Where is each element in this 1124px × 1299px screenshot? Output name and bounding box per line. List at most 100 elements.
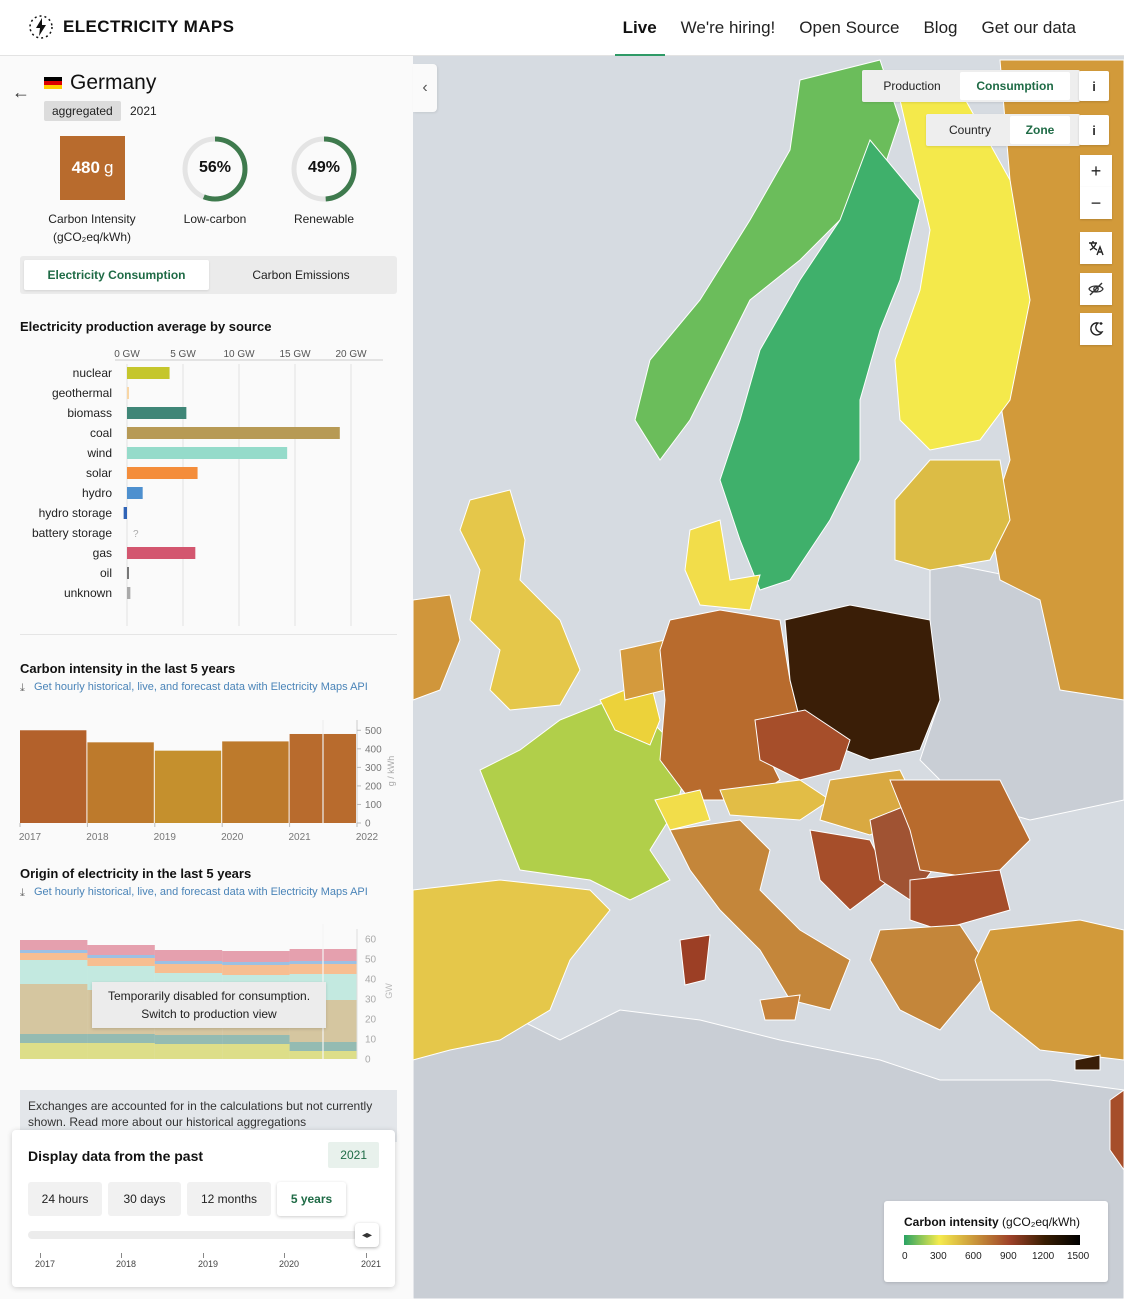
x-tick-label: 20 GW	[335, 349, 367, 360]
y-tick-label: 400	[365, 744, 382, 755]
category-label: geothermal	[52, 386, 112, 400]
zoom-in-button[interactable]: +	[1080, 155, 1112, 187]
info-icon[interactable]: i	[1079, 115, 1109, 145]
x-tick-label: 10 GW	[223, 349, 255, 360]
zone-details-panel: ← Germany aggregated 2021 480 g Carbon In…	[0, 56, 413, 1299]
nav-open-source[interactable]: Open Source	[799, 18, 900, 37]
minus-icon: −	[1090, 192, 1102, 213]
y-tick-label: 20	[365, 1015, 377, 1026]
tab-electricity-consumption[interactable]: Electricity Consumption	[24, 260, 209, 290]
period-24-hours[interactable]: 24 hours	[28, 1182, 102, 1216]
tick-mark	[366, 1253, 367, 1258]
period-12-months[interactable]: 12 months	[187, 1182, 271, 1216]
x-tick-label: 2019	[154, 832, 177, 843]
period-30-days[interactable]: 30 days	[108, 1182, 181, 1216]
y-tick-label: 500	[365, 726, 382, 737]
tick-mark	[284, 1253, 285, 1258]
moon-icon	[1090, 322, 1104, 336]
zone-year: 2021	[130, 104, 157, 118]
y-tick-label: 100	[365, 800, 382, 811]
year-tick: 2020	[278, 1259, 300, 1269]
category-label: nuclear	[73, 366, 112, 380]
tab-carbon-emissions[interactable]: Carbon Emissions	[252, 268, 350, 282]
year-tick: 2018	[115, 1259, 137, 1269]
nav-live[interactable]: Live	[614, 0, 665, 56]
carbon-intensity-legend: Carbon intensity (gCO₂eq/kWh) 0 300 600 …	[884, 1201, 1108, 1282]
nav-hiring[interactable]: We're hiring!	[680, 18, 776, 37]
nav-get-data[interactable]: Get our data	[981, 18, 1076, 37]
area-segment	[222, 962, 290, 965]
production-option[interactable]: Production	[883, 79, 941, 93]
zoom-out-button[interactable]: −	[1080, 187, 1112, 219]
x-tick-label: 2020	[221, 832, 244, 843]
nav-blog[interactable]: Blog	[923, 18, 958, 37]
area-segment	[154, 950, 223, 961]
low-carbon-label: Low-carbon	[183, 212, 247, 226]
category-label: coal	[90, 426, 112, 440]
drag-arrows-icon: ◂▸	[361, 1229, 373, 1241]
x-tick-label: 2022	[356, 832, 379, 843]
area-segment	[20, 950, 88, 953]
missing-value-marker: ?	[133, 529, 139, 540]
origin-history-title: Origin of electricity in the last 5 year…	[20, 866, 252, 881]
ci-history-title: Carbon intensity in the last 5 years	[20, 661, 236, 676]
origin-api-link[interactable]: ⤓ Get hourly historical, live, and foreca…	[20, 886, 368, 899]
ci-bar-2019	[154, 750, 222, 823]
legend-value: 1200	[1032, 1251, 1055, 1262]
main-nav: Live We're hiring! Open Source Blog Get …	[607, 0, 1084, 56]
toggle-layers-button[interactable]	[1080, 273, 1112, 305]
selected-year-badge: 2021	[328, 1142, 379, 1168]
category-label: unknown	[64, 586, 112, 600]
logo[interactable]: ELECTRICITY MAPS	[28, 14, 234, 40]
x-tick-label: 2021	[288, 832, 311, 843]
year-tick: 2021	[360, 1259, 382, 1269]
carbon-intensity-label: Carbon Intensity (gCO₂eq/kWh)	[48, 212, 136, 244]
tick-mark	[121, 1253, 122, 1258]
legend-value: 1500	[1067, 1251, 1090, 1262]
low-carbon-value: 56%	[198, 159, 232, 176]
time-controller-title: Display data from the past	[28, 1148, 204, 1164]
y-tick-label: 50	[365, 955, 377, 966]
ci-bar-2017	[20, 730, 87, 823]
country-option[interactable]: Country	[948, 123, 992, 137]
y-tick-label: 0	[365, 819, 371, 830]
country-zone-toggle[interactable]: Country Zone	[926, 114, 1080, 146]
production-consumption-toggle[interactable]: Production Consumption	[862, 70, 1080, 102]
legend-title: Carbon intensity (gCO₂eq/kWh)	[904, 1215, 1081, 1229]
time-slider-handle[interactable]: ◂▸	[355, 1223, 379, 1247]
legend-value: 300	[930, 1251, 947, 1262]
info-icon[interactable]: i	[1079, 71, 1109, 101]
area-segment	[154, 961, 223, 964]
category-label: hydro	[82, 486, 112, 500]
area-segment	[222, 965, 290, 975]
area-segment	[222, 1044, 290, 1059]
renewable-label: Renewable	[293, 212, 355, 226]
collapse-panel-button[interactable]: ‹	[413, 64, 437, 112]
bar-biomass	[127, 407, 187, 419]
period-5-years[interactable]: 5 years	[277, 1182, 346, 1216]
bar-oil	[127, 567, 129, 579]
category-label: solar	[86, 466, 112, 480]
area-segment	[87, 1034, 155, 1043]
production-chart: 0 GW 5 GW 10 GW 15 GW 20 GW nuclear geothermal…	[32, 349, 383, 626]
consumption-option[interactable]: Consumption	[960, 72, 1070, 100]
divider	[20, 634, 397, 635]
language-button[interactable]	[1080, 232, 1112, 264]
area-segment	[20, 953, 88, 960]
bar-gas	[127, 547, 196, 559]
area-segment	[20, 1043, 88, 1059]
brand-name: ELECTRICITY MAPS	[63, 17, 235, 36]
ci-history-chart[interactable]: 0 100 200 300 400 500 g / kWh 2017 2018 2019 2020 2…	[0, 716, 413, 856]
ci-api-link[interactable]: ⤓ Get hourly historical, live, and foreca…	[20, 681, 368, 694]
back-arrow-icon[interactable]: ←	[12, 82, 30, 102]
time-slider-track[interactable]	[28, 1231, 358, 1239]
dark-mode-button[interactable]	[1080, 313, 1112, 345]
bar-geothermal	[127, 387, 129, 399]
download-icon: ⤓	[20, 887, 25, 899]
zone-option[interactable]: Zone	[1010, 116, 1070, 144]
legend-value: 0	[902, 1251, 908, 1262]
legend-gradient	[904, 1235, 1080, 1245]
area-segment	[222, 951, 290, 962]
x-tick-label: 2017	[19, 832, 42, 843]
germany-flag-icon	[44, 77, 62, 89]
